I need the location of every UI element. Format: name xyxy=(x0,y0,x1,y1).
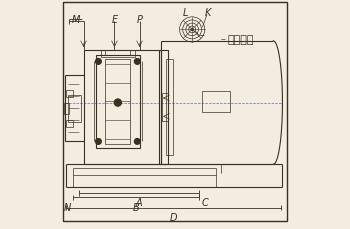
Bar xyxy=(166,60,173,155)
Circle shape xyxy=(114,99,121,107)
Text: C: C xyxy=(201,197,208,207)
Bar xyxy=(101,51,135,58)
Text: K: K xyxy=(205,8,211,18)
Text: N: N xyxy=(64,202,71,212)
Bar xyxy=(66,91,73,97)
Text: L: L xyxy=(183,8,188,18)
Text: 吸排气口: 吸排气口 xyxy=(228,34,254,44)
Bar xyxy=(105,60,131,144)
Circle shape xyxy=(96,59,102,65)
Text: M: M xyxy=(71,15,80,25)
Bar xyxy=(162,94,168,121)
Circle shape xyxy=(96,139,102,145)
Text: E: E xyxy=(111,15,118,25)
Bar xyxy=(68,95,81,123)
Bar xyxy=(66,120,73,127)
Bar xyxy=(202,92,230,112)
Text: B: B xyxy=(133,202,140,212)
Text: A: A xyxy=(136,197,142,207)
Circle shape xyxy=(134,59,140,65)
Text: P: P xyxy=(136,15,142,25)
Bar xyxy=(159,51,168,165)
Text: D: D xyxy=(170,212,177,222)
Bar xyxy=(96,55,140,149)
Circle shape xyxy=(134,139,140,145)
Bar xyxy=(64,103,69,114)
